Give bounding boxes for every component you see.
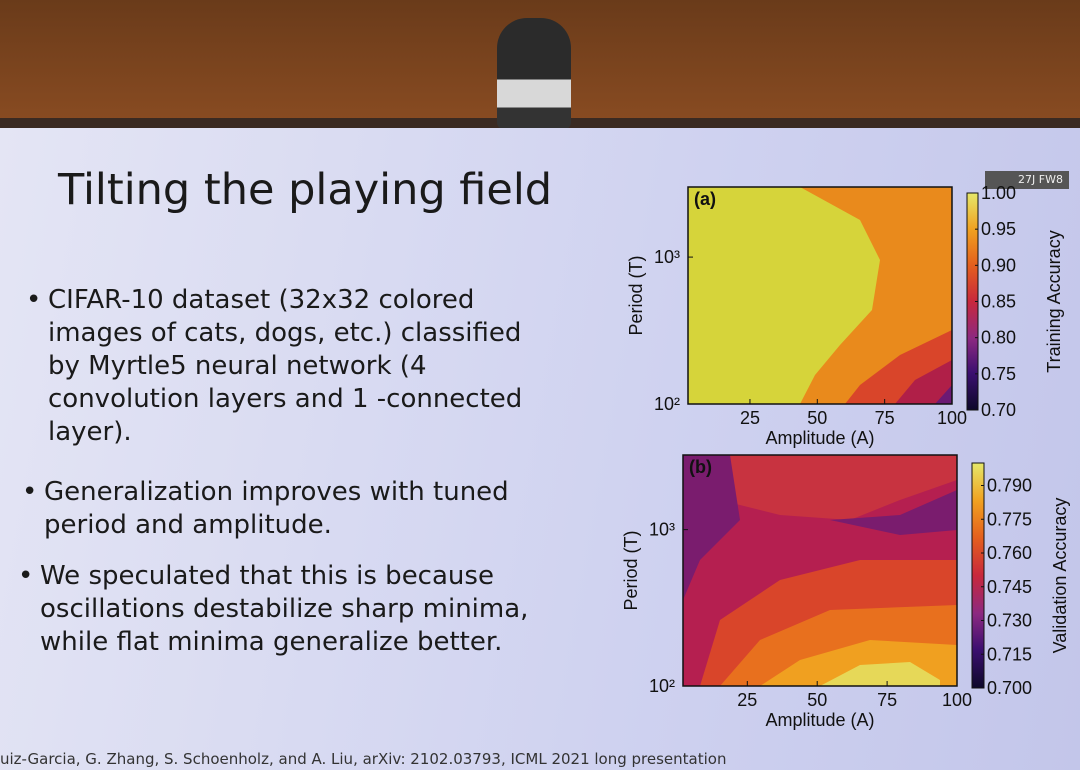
colorbar-tick-label: 0.715: [987, 644, 1032, 664]
colorbar-tick-label: 0.760: [987, 543, 1032, 563]
colorbar-tick-label: 0.745: [987, 577, 1032, 597]
colorbar-tick-label: 0.90: [981, 255, 1016, 275]
y-tick-label: 10²: [654, 394, 680, 414]
colorbar-tick-label: 0.85: [981, 292, 1016, 312]
x-tick-label: 75: [875, 408, 895, 428]
colorbar-tick-label: 0.95: [981, 219, 1016, 239]
colorbar-tick-label: 0.775: [987, 509, 1032, 529]
bullet: We speculated that this is because oscil…: [18, 560, 560, 659]
colorbar-tick-label: 0.700: [987, 678, 1032, 698]
colorbar-tick-label: 1.00: [981, 183, 1016, 203]
bullet: CIFAR-10 dataset (32x32 colored images o…: [26, 284, 538, 449]
x-tick-label: 100: [942, 690, 972, 710]
x-tick-label: 25: [737, 690, 757, 710]
camera: [497, 18, 571, 130]
panel-label: (b): [689, 457, 712, 477]
colorbar-tick-label: 0.80: [981, 328, 1016, 348]
slide-title: Tilting the playing field: [58, 165, 553, 215]
x-tick-label: 50: [807, 690, 827, 710]
x-tick-label: 25: [740, 408, 760, 428]
y-tick-label: 10³: [649, 520, 675, 540]
x-tick-label: 100: [937, 408, 967, 428]
camera-label: 27J FW8: [985, 171, 1069, 189]
colorbar-label: Training Accuracy: [1044, 230, 1064, 372]
colorbar-tick-label: 0.75: [981, 364, 1016, 384]
x-axis-label: Amplitude (A): [765, 710, 874, 730]
y-axis-label: Period (T): [621, 530, 641, 610]
colorbar-tick-label: 0.730: [987, 611, 1032, 631]
y-tick-label: 10²: [649, 676, 675, 696]
colorbar-label: Validation Accuracy: [1050, 498, 1070, 654]
contour-b: [683, 455, 957, 686]
x-axis-label: Amplitude (A): [765, 428, 874, 448]
x-tick-label: 50: [807, 408, 827, 428]
colorbar-tick-label: 0.790: [987, 476, 1032, 496]
y-axis-label: Period (T): [626, 255, 646, 335]
y-tick-label: 10³: [654, 247, 680, 267]
colorbar-tick-label: 0.70: [981, 400, 1016, 420]
bullet: Generalization improves with tuned perio…: [22, 476, 544, 542]
contour-a: [688, 187, 952, 404]
panel-label: (a): [694, 189, 716, 209]
frame: [687, 186, 953, 405]
x-tick-label: 75: [877, 690, 897, 710]
citation: uiz-Garcia, G. Zhang, S. Schoenholz, and…: [0, 750, 727, 768]
frame: [682, 454, 958, 687]
